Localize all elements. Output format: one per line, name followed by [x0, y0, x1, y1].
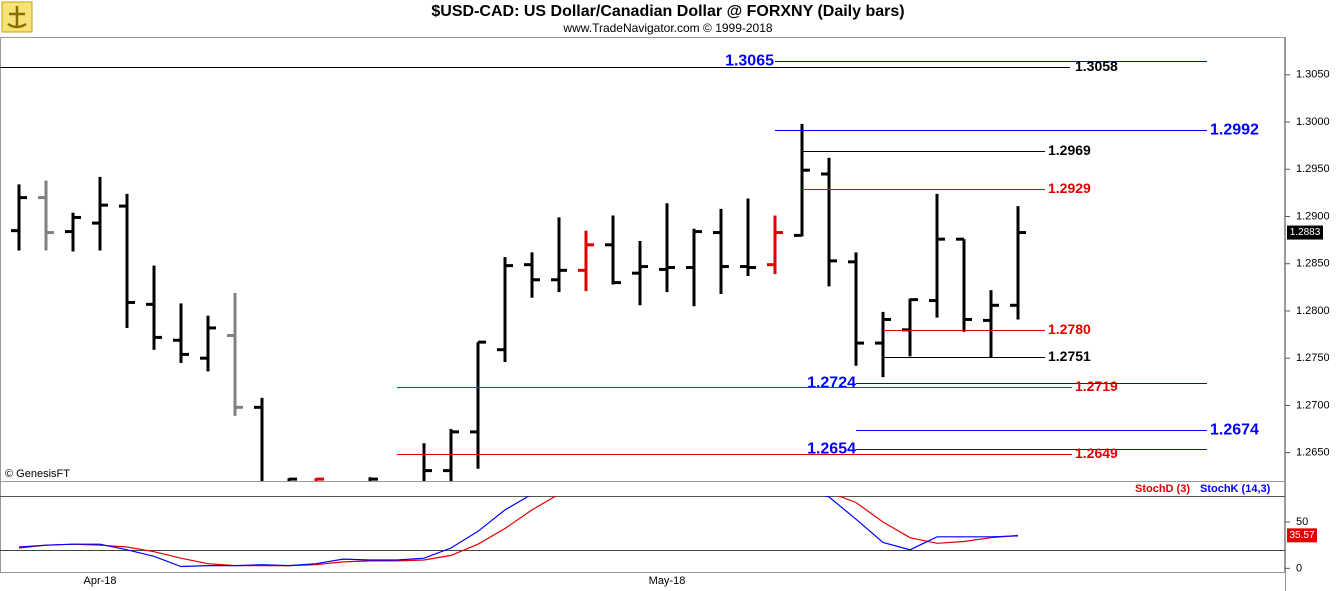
level-label: 1.3058 [1075, 58, 1118, 74]
y-tick-label: 1.2700 [1296, 399, 1330, 411]
last-price-box [1287, 225, 1323, 240]
y-tick-label: 1.2750 [1296, 352, 1330, 364]
last-value-label: 35.57 [1289, 530, 1314, 541]
last-value-box [1287, 528, 1317, 543]
level-label: 1.2992 [1210, 122, 1259, 139]
stoch-panel-frame [0, 481, 1285, 573]
level-label: 1.2719 [1075, 378, 1118, 394]
logo [1, 1, 33, 33]
y-tick-label: 1.2650 [1296, 447, 1330, 459]
y-tick-label: 1.3000 [1296, 116, 1330, 128]
x-tick-label: May-18 [649, 575, 686, 587]
level-label: 1.2780 [1048, 321, 1091, 337]
stoch-line [18, 496, 1019, 567]
legend-entry: StochD (3) [1135, 483, 1190, 495]
level-label: 1.3065 [725, 53, 774, 70]
y-tick-label: 1.2900 [1296, 210, 1330, 222]
y-tick-label: 0 [1296, 562, 1302, 574]
y-tick-label: 1.3050 [1296, 69, 1330, 81]
stoch-line [18, 496, 1019, 568]
chart-title: $USD-CAD: US Dollar/Canadian Dollar @ FO… [431, 3, 904, 20]
level-label: 1.2649 [1075, 445, 1118, 461]
level-label: 1.2751 [1048, 348, 1091, 364]
stoch-plot [0, 496, 1285, 568]
y-tick-label: 50 [1296, 516, 1308, 528]
last-price-label: 1.2883 [1290, 227, 1321, 238]
chart-subtitle: www.TradeNavigator.com © 1999-2018 [562, 21, 772, 35]
legend-entry: StochK (14,3) [1200, 483, 1271, 495]
x-tick-label: Apr-18 [83, 575, 116, 587]
level-label: 1.2724 [807, 375, 856, 392]
level-label: 1.2674 [1210, 422, 1259, 439]
level-label: 1.2929 [1048, 180, 1091, 196]
level-label: 1.2654 [807, 441, 856, 458]
watermark: © GenesisFT [5, 468, 70, 480]
y-tick-label: 1.2800 [1296, 305, 1330, 317]
y-tick-label: 1.2950 [1296, 163, 1330, 175]
axes: 1.2650 1.2700 1.2750 1.2800 1.2850 1.2900 1.29… [83, 69, 1329, 587]
level-label: 1.2969 [1048, 142, 1091, 158]
y-tick-label: 1.2850 [1296, 258, 1330, 270]
